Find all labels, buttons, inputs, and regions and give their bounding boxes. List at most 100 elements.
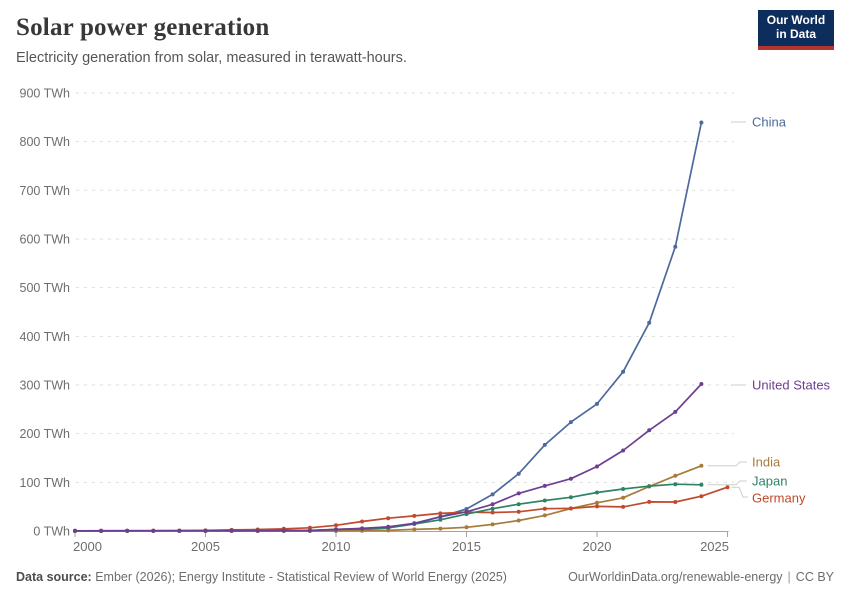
data-point[interactable] bbox=[568, 506, 573, 511]
data-point[interactable] bbox=[386, 516, 391, 521]
data-point[interactable] bbox=[177, 528, 182, 533]
data-point[interactable] bbox=[647, 428, 652, 433]
data-point[interactable] bbox=[412, 527, 417, 532]
data-point[interactable] bbox=[621, 448, 626, 453]
y-tick-label: 400 TWh bbox=[20, 330, 71, 344]
data-point[interactable] bbox=[621, 495, 626, 500]
data-point[interactable] bbox=[412, 513, 417, 518]
entity-label-germany[interactable]: Germany bbox=[752, 491, 806, 506]
series-united-states[interactable] bbox=[73, 382, 704, 533]
series-line[interactable] bbox=[75, 483, 702, 532]
data-point[interactable] bbox=[307, 528, 312, 533]
data-point[interactable] bbox=[621, 369, 626, 374]
data-point[interactable] bbox=[621, 504, 626, 509]
data-point[interactable] bbox=[542, 483, 547, 488]
data-point[interactable] bbox=[673, 244, 678, 249]
data-point[interactable] bbox=[151, 528, 156, 533]
data-point[interactable] bbox=[490, 510, 495, 515]
data-point[interactable] bbox=[673, 500, 678, 504]
data-point[interactable] bbox=[334, 523, 338, 528]
y-tick-label: 0 TWh bbox=[33, 525, 70, 539]
entity-label-united-states[interactable]: United States bbox=[752, 378, 831, 393]
entity-labels: China United States India Japan Germany bbox=[707, 115, 831, 506]
data-point[interactable] bbox=[438, 526, 443, 531]
data-point[interactable] bbox=[595, 500, 599, 505]
x-tick-label: 2015 bbox=[452, 539, 481, 554]
data-point[interactable] bbox=[516, 509, 521, 514]
data-point[interactable] bbox=[203, 528, 208, 533]
x-tick-label: 2025 bbox=[700, 539, 729, 554]
data-point[interactable] bbox=[438, 514, 443, 519]
data-point[interactable] bbox=[464, 507, 469, 511]
data-point[interactable] bbox=[386, 524, 391, 529]
data-point[interactable] bbox=[360, 526, 365, 531]
data-point[interactable] bbox=[699, 120, 704, 125]
data-point[interactable] bbox=[595, 464, 599, 469]
chart-subtitle: Electricity generation from solar, measu… bbox=[16, 49, 407, 66]
x-tick-label: 2020 bbox=[583, 539, 612, 554]
data-source: Data source: Ember (2026); Energy Instit… bbox=[16, 570, 507, 584]
data-point[interactable] bbox=[673, 482, 678, 487]
data-point[interactable] bbox=[673, 409, 678, 414]
data-point[interactable] bbox=[490, 522, 495, 527]
data-point[interactable] bbox=[464, 509, 469, 514]
data-point[interactable] bbox=[229, 528, 234, 533]
data-point[interactable] bbox=[438, 511, 443, 516]
data-point[interactable] bbox=[699, 494, 704, 499]
data-point[interactable] bbox=[647, 484, 652, 489]
data-point[interactable] bbox=[699, 463, 704, 468]
data-point[interactable] bbox=[595, 490, 599, 495]
series-line[interactable] bbox=[75, 122, 703, 532]
footer-separator: | bbox=[787, 570, 791, 584]
data-point[interactable] bbox=[595, 401, 599, 406]
license-link[interactable]: CC BY bbox=[795, 570, 834, 584]
data-point[interactable] bbox=[673, 473, 678, 478]
entity-label-china[interactable]: China bbox=[752, 115, 787, 130]
data-point[interactable] bbox=[595, 504, 599, 509]
data-point[interactable] bbox=[125, 528, 130, 533]
data-point[interactable] bbox=[516, 471, 521, 476]
entity-label-india[interactable]: India bbox=[752, 455, 781, 470]
data-point[interactable] bbox=[647, 499, 652, 504]
data-point[interactable] bbox=[699, 482, 704, 487]
data-point[interactable] bbox=[438, 517, 443, 522]
data-point[interactable] bbox=[542, 513, 547, 518]
data-point[interactable] bbox=[647, 320, 652, 325]
label-connector bbox=[707, 480, 747, 486]
series-line[interactable] bbox=[74, 383, 703, 532]
owid-link[interactable]: OurWorldinData.org/renewable-energy bbox=[568, 570, 783, 584]
data-point[interactable] bbox=[516, 518, 521, 523]
data-point[interactable] bbox=[490, 492, 495, 497]
data-point[interactable] bbox=[516, 491, 521, 496]
series-china[interactable] bbox=[73, 120, 704, 534]
data-point[interactable] bbox=[542, 498, 547, 503]
data-point[interactable] bbox=[412, 521, 417, 526]
data-point[interactable] bbox=[516, 502, 521, 507]
data-point[interactable] bbox=[542, 442, 547, 447]
data-point[interactable] bbox=[490, 502, 495, 507]
data-point[interactable] bbox=[725, 485, 730, 490]
data-point[interactable] bbox=[360, 519, 365, 524]
data-source-label: Data source: bbox=[16, 570, 92, 584]
data-point[interactable] bbox=[73, 528, 77, 533]
data-point[interactable] bbox=[464, 525, 469, 530]
data-point[interactable] bbox=[568, 476, 573, 481]
data-point[interactable] bbox=[568, 495, 573, 500]
data-point[interactable] bbox=[568, 420, 573, 425]
entity-label-japan[interactable]: Japan bbox=[752, 474, 787, 489]
data-point[interactable] bbox=[621, 487, 626, 491]
logo-line2: in Data bbox=[775, 27, 816, 41]
data-point[interactable] bbox=[542, 506, 547, 511]
data-point[interactable] bbox=[334, 527, 338, 532]
data-point[interactable] bbox=[99, 528, 104, 533]
y-tick-label: 600 TWh bbox=[20, 232, 71, 246]
data-point[interactable] bbox=[490, 506, 495, 511]
owid-logo[interactable]: Our World in Data bbox=[758, 10, 834, 50]
series-line[interactable] bbox=[75, 465, 702, 532]
chart-header: Solar power generation Electricity gener… bbox=[16, 10, 834, 66]
data-point[interactable] bbox=[281, 528, 286, 533]
data-point[interactable] bbox=[255, 528, 260, 533]
x-tick-label: 2010 bbox=[322, 539, 351, 554]
series-india[interactable] bbox=[73, 463, 704, 533]
data-point[interactable] bbox=[699, 382, 704, 386]
